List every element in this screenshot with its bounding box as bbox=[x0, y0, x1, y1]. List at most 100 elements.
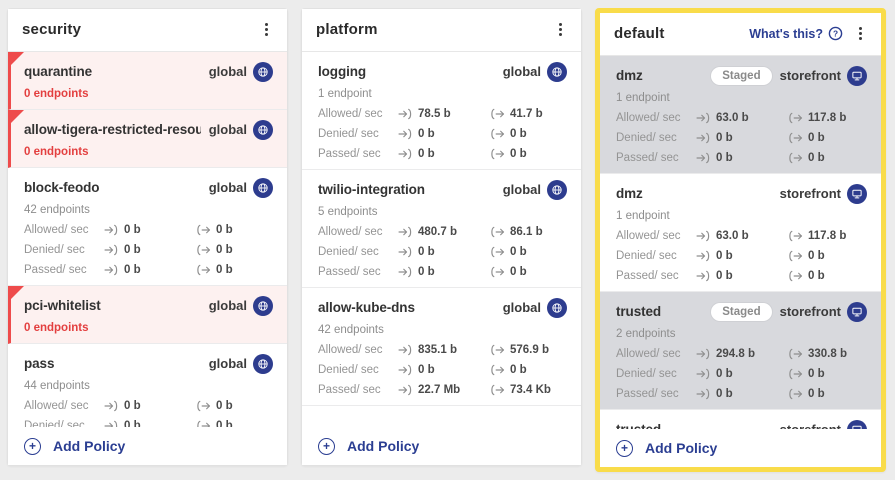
egress-arrow-icon bbox=[196, 244, 211, 256]
egress-arrow-icon bbox=[788, 270, 803, 282]
egress-stat: 0 b bbox=[490, 128, 527, 140]
ingress-arrow-icon bbox=[696, 230, 711, 242]
policy-card-header: quarantine global bbox=[24, 61, 273, 82]
scope-label: global bbox=[208, 180, 247, 196]
scope-label: storefront bbox=[779, 186, 841, 202]
traffic-stat-row: Denied/ sec 0 b 0 b bbox=[318, 127, 567, 141]
ingress-stat: 0 b bbox=[398, 266, 490, 278]
traffic-stat-row: Passed/ sec 0 b 0 b bbox=[24, 263, 273, 277]
policy-name: trusted bbox=[616, 421, 772, 429]
stat-label: Passed/ sec bbox=[318, 265, 381, 278]
staged-badge: Staged bbox=[711, 302, 772, 321]
ingress-arrow-icon bbox=[696, 112, 711, 124]
policy-name: quarantine bbox=[24, 63, 93, 79]
kebab-dot bbox=[264, 33, 268, 37]
namespace-icon bbox=[847, 183, 867, 204]
egress-stat: 0 b bbox=[490, 364, 527, 376]
endpoint-count: 0 endpoints bbox=[24, 87, 89, 100]
egress-stat: 86.1 b bbox=[490, 226, 543, 238]
stat-label: Denied/ sec bbox=[616, 249, 677, 262]
policy-card[interactable]: pci-whitelist global 0 endpoints bbox=[8, 285, 287, 344]
egress-value: 0 b bbox=[510, 245, 527, 258]
policy-card-list: quarantine global 0 endpoints allow-tigera-… bbox=[8, 51, 287, 427]
policy-card[interactable]: dmz storefront 1 endpoint Allowed/ sec 63.0 … bbox=[600, 173, 881, 292]
policy-card[interactable]: allow-kube-dns global 42 endpoints Allowed/… bbox=[302, 287, 581, 406]
egress-arrow-icon bbox=[196, 264, 211, 276]
ingress-value: 0 b bbox=[418, 127, 435, 140]
stat-label: Allowed/ sec bbox=[318, 225, 383, 238]
ingress-arrow-icon bbox=[696, 270, 711, 282]
egress-arrow-icon bbox=[490, 384, 505, 396]
policy-card[interactable]: quarantine global 0 endpoints bbox=[8, 51, 287, 110]
policy-card-header: logging global bbox=[318, 61, 567, 82]
policy-scope: storefront bbox=[780, 419, 867, 429]
policy-name: dmz bbox=[616, 67, 643, 83]
policy-name: pass bbox=[24, 355, 55, 371]
ingress-value: 0 b bbox=[716, 131, 733, 144]
egress-value: 73.4 Kb bbox=[510, 383, 551, 396]
kebab-dot bbox=[858, 32, 862, 36]
egress-value: 576.9 b bbox=[510, 343, 549, 356]
egress-stat: 0 b bbox=[788, 152, 825, 164]
whats-this-link[interactable]: What's this?? bbox=[749, 26, 843, 41]
policy-card-list: dmz Staged storefront 1 endpoint Allowed/ se… bbox=[600, 55, 881, 429]
whats-this-label: What's this? bbox=[749, 26, 823, 41]
kebab-menu-icon[interactable] bbox=[259, 20, 273, 40]
policy-card[interactable]: block-feodo global 42 endpoints Allowed/ se… bbox=[8, 167, 287, 286]
policy-card[interactable]: twilio-integration global 5 endpoints Allow… bbox=[302, 169, 581, 288]
egress-stat: 576.9 b bbox=[490, 344, 549, 356]
egress-arrow-icon bbox=[196, 420, 211, 427]
policy-card-header: pass global bbox=[24, 353, 273, 374]
ingress-stat: 0 b bbox=[398, 128, 490, 140]
kebab-menu-icon[interactable] bbox=[553, 20, 567, 40]
scope-label: storefront bbox=[779, 68, 841, 84]
globe-icon bbox=[253, 353, 273, 374]
column-header: platform bbox=[302, 9, 581, 52]
egress-arrow-icon bbox=[788, 152, 803, 164]
add-policy-button[interactable]: + Add Policy bbox=[600, 429, 881, 467]
ingress-arrow-icon bbox=[696, 368, 711, 380]
ingress-stat: 63.0 b bbox=[696, 112, 788, 124]
namespace-icon bbox=[847, 419, 867, 429]
ingress-value: 22.7 Mb bbox=[418, 383, 461, 396]
ingress-stat: 0 b bbox=[104, 264, 196, 276]
stat-label: Denied/ sec bbox=[24, 243, 85, 256]
traffic-stat-row: Passed/ sec 0 b 0 b bbox=[616, 151, 867, 165]
kebab-menu-icon[interactable] bbox=[853, 24, 867, 44]
policy-column-security: security quarantine global 0 endpoints allow… bbox=[7, 8, 288, 466]
egress-stat: 0 b bbox=[196, 400, 233, 412]
policy-card[interactable]: logging global 1 endpoint Allowed/ sec 78.5 … bbox=[302, 51, 581, 170]
column-title: security bbox=[22, 21, 82, 39]
policy-card-header: dmz Staged storefront bbox=[616, 65, 867, 86]
policy-card[interactable]: trusted storefront bbox=[600, 409, 881, 429]
egress-stat: 0 b bbox=[788, 270, 825, 282]
stat-label: Allowed/ sec bbox=[616, 111, 681, 124]
namespace-icon bbox=[847, 65, 867, 86]
policy-card[interactable]: allow-tigera-restricted-resources global 0… bbox=[8, 109, 287, 168]
ingress-value: 0 b bbox=[716, 151, 733, 164]
ingress-value: 0 b bbox=[716, 367, 733, 380]
egress-arrow-icon bbox=[788, 132, 803, 144]
policy-card[interactable]: dmz Staged storefront 1 endpoint Allowed/ se… bbox=[600, 55, 881, 174]
add-policy-button[interactable]: + Add Policy bbox=[302, 427, 581, 465]
egress-arrow-icon bbox=[490, 364, 505, 376]
egress-value: 41.7 b bbox=[510, 107, 543, 120]
egress-stat: 0 b bbox=[490, 148, 527, 160]
column-header: default What's this?? bbox=[600, 13, 881, 56]
policy-card[interactable]: pass global 44 endpoints Allowed/ sec 0 b 0 b… bbox=[8, 343, 287, 427]
ingress-value: 0 b bbox=[124, 243, 141, 256]
stat-label: Denied/ sec bbox=[318, 363, 379, 376]
egress-value: 0 b bbox=[510, 363, 527, 376]
add-policy-button[interactable]: + Add Policy bbox=[8, 427, 287, 465]
egress-arrow-icon bbox=[196, 400, 211, 412]
egress-arrow-icon bbox=[490, 108, 505, 120]
traffic-stat-row: Allowed/ sec 0 b 0 b bbox=[24, 399, 273, 413]
ingress-stat: 22.7 Mb bbox=[398, 384, 490, 396]
policy-scope: global bbox=[503, 179, 567, 200]
policy-card-header: twilio-integration global bbox=[318, 179, 567, 200]
stat-label: Passed/ sec bbox=[616, 387, 679, 400]
kebab-dot bbox=[858, 37, 862, 41]
egress-stat: 0 b bbox=[196, 264, 233, 276]
policy-card[interactable]: trusted Staged storefront 2 endpoints Allowe… bbox=[600, 291, 881, 410]
egress-arrow-icon bbox=[788, 112, 803, 124]
